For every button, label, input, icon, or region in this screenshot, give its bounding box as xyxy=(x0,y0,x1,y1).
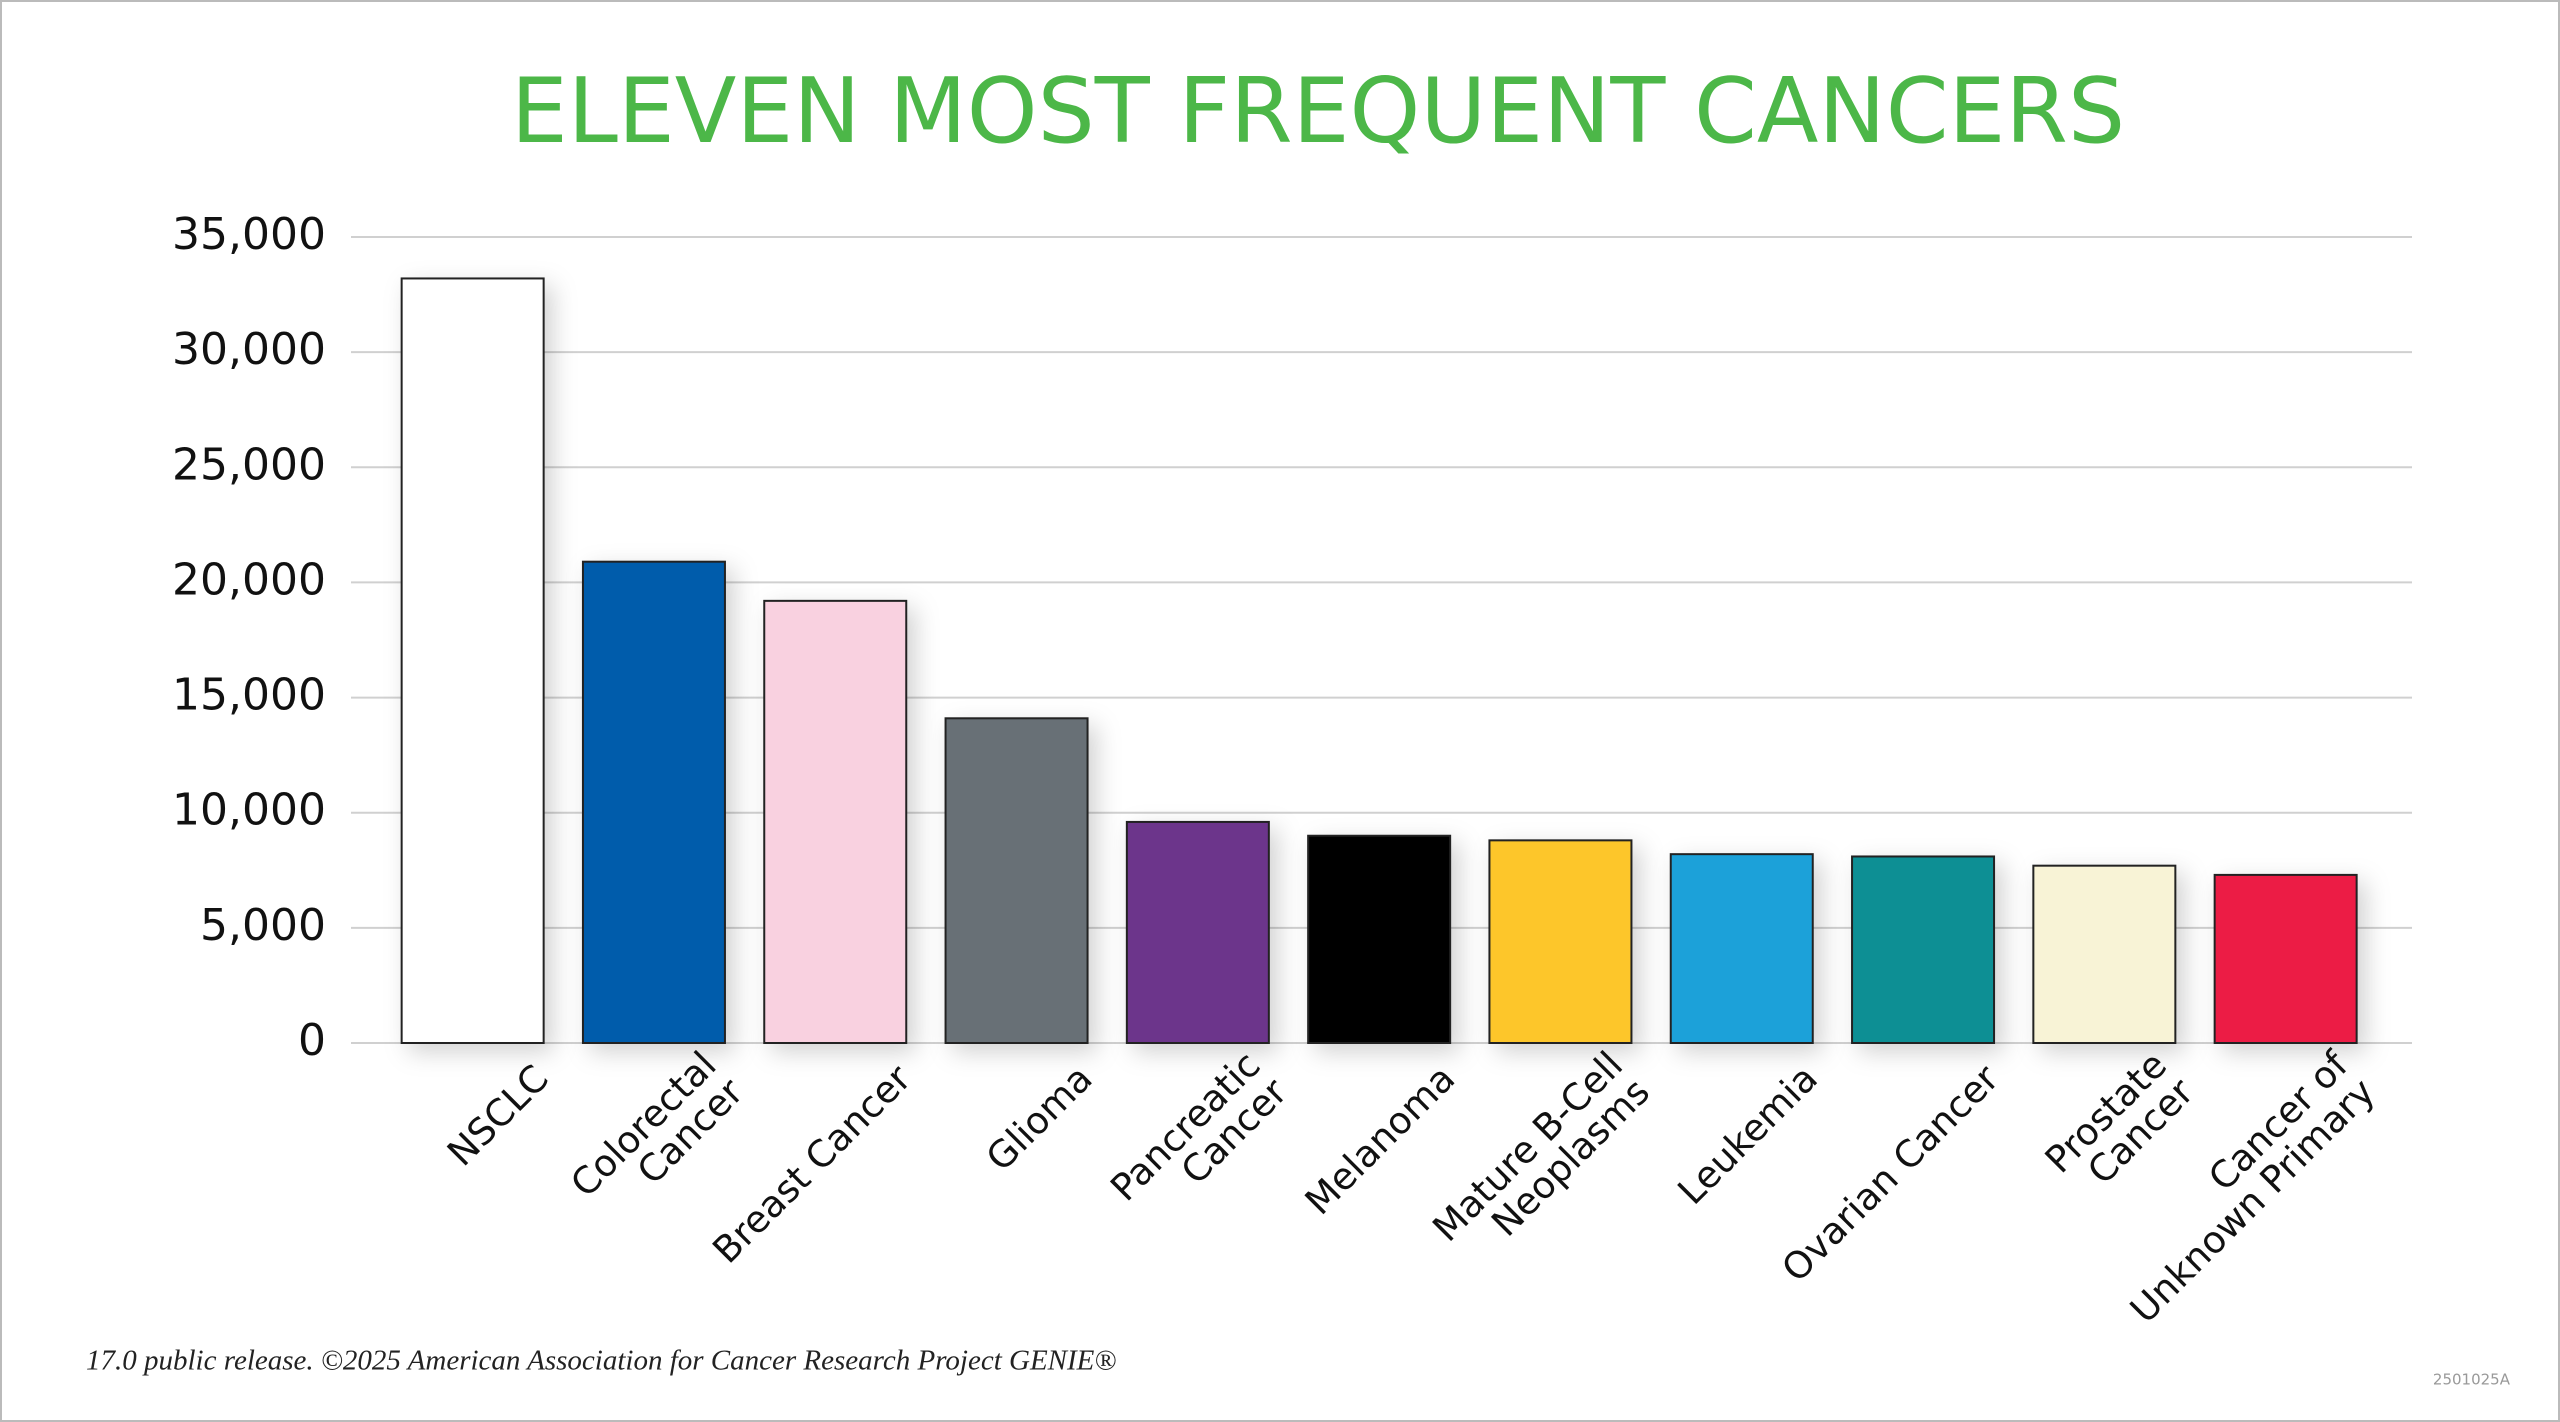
bar xyxy=(763,599,908,1044)
y-tick-label: 25,000 xyxy=(172,439,326,490)
bar xyxy=(944,717,1089,1044)
bar xyxy=(1125,820,1270,1044)
y-tick-label: 0 xyxy=(298,1015,326,1066)
y-tick-label: 35,000 xyxy=(172,209,326,260)
bar xyxy=(1851,855,1996,1044)
bar xyxy=(400,277,545,1044)
chart-title: ELEVEN MOST FREQUENT CANCERS xyxy=(511,59,2125,164)
y-tick-label: 20,000 xyxy=(172,554,326,605)
bar xyxy=(2213,873,2358,1044)
y-tick-label: 15,000 xyxy=(172,670,326,721)
footnote: 17.0 public release. ©2025 American Asso… xyxy=(86,1345,1116,1377)
y-tick-label: 5,000 xyxy=(200,900,326,951)
bar xyxy=(1307,834,1452,1044)
y-tick-label: 10,000 xyxy=(172,785,326,836)
code: 2501025A xyxy=(2433,1371,2511,1389)
bar xyxy=(1669,853,1814,1044)
y-tick-label: 30,000 xyxy=(172,324,326,375)
bar xyxy=(581,560,726,1045)
bar xyxy=(1488,839,1633,1044)
bar xyxy=(2032,864,2177,1044)
